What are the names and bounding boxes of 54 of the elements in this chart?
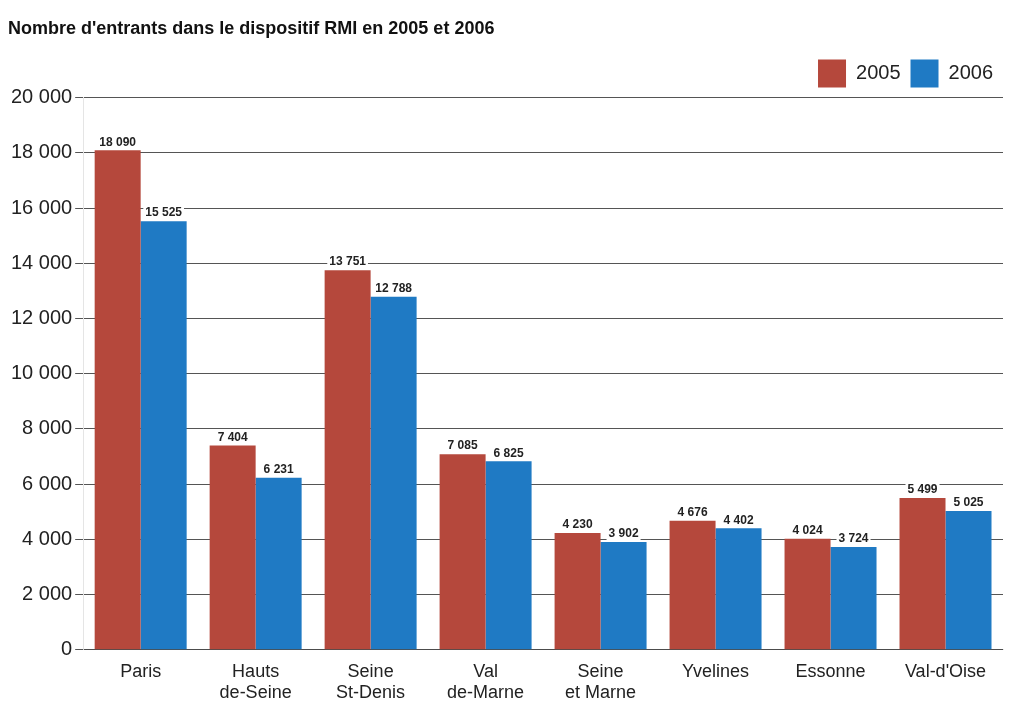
data-label: 5 499 (907, 482, 938, 497)
x-tick-label: Essonne (795, 660, 866, 681)
bar (370, 296, 417, 650)
data-label: 3 902 (608, 526, 639, 541)
bar (784, 538, 831, 650)
x-tick-label: Val-d'Oise (904, 660, 987, 681)
bar (669, 520, 716, 650)
data-label: 15 525 (145, 205, 183, 220)
data-label: 5 025 (953, 495, 984, 510)
data-label: 4 230 (562, 517, 593, 532)
y-tick-label: 12 000 (11, 306, 73, 328)
data-label: 6 231 (263, 462, 294, 477)
bar (94, 150, 141, 650)
y-tick-label: 2 000 (22, 582, 73, 605)
bar (324, 270, 371, 650)
data-label: 12 788 (375, 281, 413, 296)
x-tick-label: Seine St-Denis (336, 660, 406, 703)
y-tick-label: 8 000 (22, 416, 73, 439)
y-tick-label: 20 000 (11, 85, 73, 108)
legend-label: 2006 (948, 61, 994, 84)
bar (255, 477, 302, 650)
data-label: 7 404 (217, 429, 248, 444)
bar (715, 528, 762, 650)
x-tick-label: Seine et Marne (565, 660, 637, 703)
bar (140, 221, 187, 650)
data-label: 3 724 (838, 531, 869, 546)
y-tick-label: 14 000 (11, 250, 73, 273)
y-tick-label: 0 (61, 637, 73, 660)
x-tick-label: Val de-Marne (447, 660, 525, 703)
x-tick-label: Hauts de-Seine (219, 660, 292, 703)
data-label: 6 825 (493, 445, 524, 460)
y-tick-label: 18 000 (11, 140, 73, 163)
bar (830, 546, 877, 650)
x-tick-label: Yvelines (682, 660, 750, 681)
data-label: 4 676 (677, 505, 708, 520)
data-label: 7 085 (447, 438, 478, 453)
bar (554, 533, 601, 650)
bar (209, 445, 256, 650)
bar (485, 461, 532, 650)
y-tick-label: 10 000 (11, 361, 73, 384)
data-label: 13 751 (329, 254, 367, 269)
x-tick-label: Paris (120, 660, 162, 681)
y-tick-label: 4 000 (22, 526, 73, 549)
data-label: 18 090 (99, 134, 137, 149)
legend-label: 2005 (856, 61, 901, 84)
data-label: 4 402 (723, 512, 754, 527)
bar (945, 511, 992, 650)
chart-title: Nombre d'entrants dans le dispositif RMI en 2005 et 2006 (8, 17, 495, 38)
y-tick-label: 16 000 (11, 195, 73, 218)
bar (899, 497, 946, 650)
y-tick-label: 6 000 (22, 471, 73, 494)
bar (439, 454, 486, 650)
bar (600, 542, 647, 650)
data-label: 4 024 (792, 523, 823, 538)
